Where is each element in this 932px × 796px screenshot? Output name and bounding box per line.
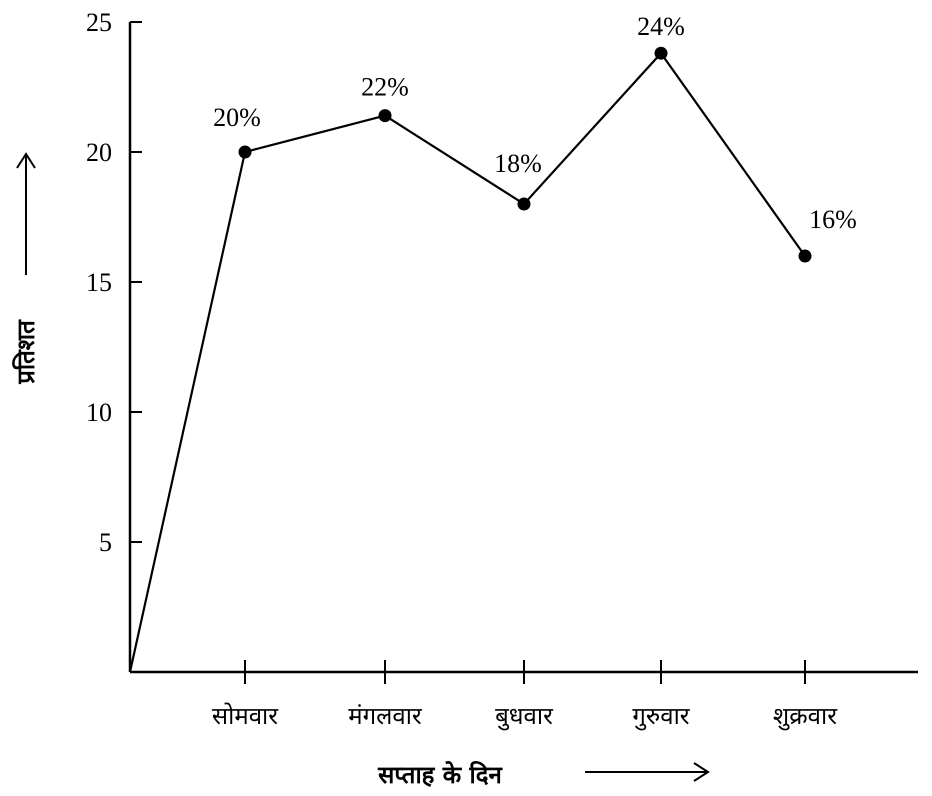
- y-axis-title: प्रतिशत: [12, 319, 40, 385]
- x-ticks: सोमवार मंगलवार बुधवार गुरुवार शुक्रवार: [212, 660, 838, 731]
- x-tick-label: गुरुवार: [632, 702, 690, 731]
- y-tick-label: 25: [86, 8, 112, 37]
- series-line: [128, 51, 806, 673]
- y-tick-label: 20: [86, 138, 112, 167]
- x-axis-arrow-icon: [585, 762, 710, 782]
- data-point: [798, 249, 812, 263]
- x-axis-title: सप्ताह के दिन: [377, 761, 503, 789]
- data-label: 20%: [213, 103, 261, 132]
- y-tick-label: 15: [86, 268, 112, 297]
- data-point: [517, 197, 531, 211]
- data-points: [238, 46, 812, 263]
- data-point: [238, 145, 252, 159]
- series-polyline: [128, 51, 806, 673]
- x-tick-label: शुक्रवार: [773, 702, 838, 731]
- y-axis-arrow-icon: [16, 152, 36, 275]
- data-point: [378, 109, 392, 123]
- data-point: [654, 46, 668, 60]
- data-label: 16%: [809, 205, 857, 234]
- x-tick-label: सोमवार: [212, 702, 279, 730]
- x-tick-label: बुधवार: [495, 702, 554, 731]
- data-label: 24%: [637, 12, 685, 41]
- data-labels: 20% 22% 18% 24% 16%: [213, 12, 857, 234]
- x-tick-label: मंगलवार: [348, 702, 423, 730]
- data-label: 22%: [361, 73, 409, 102]
- data-label: 18%: [494, 149, 542, 178]
- y-tick-label: 10: [86, 398, 112, 427]
- y-ticks: 5 10 15 20 25: [86, 8, 142, 557]
- y-tick-label: 5: [99, 528, 112, 557]
